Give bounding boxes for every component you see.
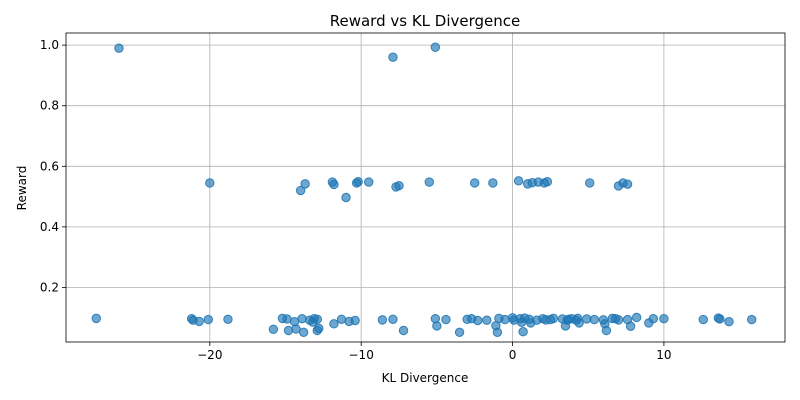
x-tick-label: −20 <box>197 348 222 362</box>
x-tick-label: 10 <box>656 348 671 362</box>
data-point <box>300 179 310 189</box>
data-point <box>336 314 347 324</box>
y-axis-label: Reward <box>15 166 29 211</box>
data-point <box>388 52 398 62</box>
data-point <box>482 315 492 325</box>
data-point <box>398 325 409 336</box>
data-point <box>613 315 624 325</box>
data-point <box>364 177 374 187</box>
data-point <box>424 177 434 187</box>
data-point <box>223 314 233 324</box>
data-point <box>542 177 553 187</box>
data-point <box>574 318 584 328</box>
data-point <box>469 178 480 188</box>
data-point <box>500 314 510 325</box>
data-point <box>430 42 441 52</box>
data-point <box>291 324 301 334</box>
data-point <box>622 179 633 189</box>
y-tick-label: 0.8 <box>40 99 59 113</box>
x-ticks: −20 −10 0 10 <box>197 342 672 362</box>
data-point <box>724 317 734 327</box>
data-point <box>298 327 309 338</box>
data-point <box>388 314 398 324</box>
data-point <box>659 313 669 324</box>
x-axis-label: KL Divergence <box>382 371 469 385</box>
data-point <box>268 324 279 334</box>
data-point <box>715 314 725 324</box>
data-point <box>114 43 124 53</box>
data-point <box>441 314 451 325</box>
chart-title: Reward vs KL Divergence <box>330 12 521 30</box>
y-tick-label: 0.6 <box>40 159 59 173</box>
data-point <box>473 315 483 326</box>
data-point <box>513 176 524 186</box>
data-point <box>353 177 363 187</box>
x-tick-label: 0 <box>509 348 517 362</box>
data-point <box>589 314 599 325</box>
data-point <box>492 327 503 338</box>
data-point <box>295 185 306 196</box>
data-point <box>625 321 636 331</box>
data-point <box>432 321 442 331</box>
data-point <box>585 178 595 188</box>
plot-area-frame <box>65 32 786 343</box>
data-point <box>394 180 404 191</box>
y-tick-label: 1.0 <box>40 38 59 52</box>
data-point <box>205 178 215 188</box>
data-point <box>329 179 339 190</box>
y-ticks: 0.2 0.4 0.6 0.8 1.0 <box>40 38 66 294</box>
data-point <box>314 323 324 334</box>
data-point <box>297 313 307 324</box>
y-tick-label: 0.4 <box>40 220 59 234</box>
x-tick-label: −10 <box>349 348 374 362</box>
data-point <box>601 325 612 336</box>
data-point <box>488 178 498 188</box>
data-point <box>194 316 204 327</box>
data-point <box>518 327 528 337</box>
data-point <box>698 314 708 325</box>
data-point <box>283 325 294 336</box>
data-point <box>377 315 388 325</box>
y-tick-label: 0.2 <box>40 280 59 294</box>
data-points <box>91 42 757 338</box>
data-point <box>350 315 360 326</box>
data-point <box>91 313 101 324</box>
data-point <box>203 314 213 325</box>
grid-lines <box>66 33 785 342</box>
data-point <box>312 314 322 324</box>
data-point <box>631 312 642 323</box>
data-point <box>454 327 465 338</box>
data-point <box>329 319 339 329</box>
data-point <box>341 192 351 203</box>
data-point <box>648 313 659 324</box>
data-point <box>548 313 559 324</box>
data-point <box>746 314 757 325</box>
